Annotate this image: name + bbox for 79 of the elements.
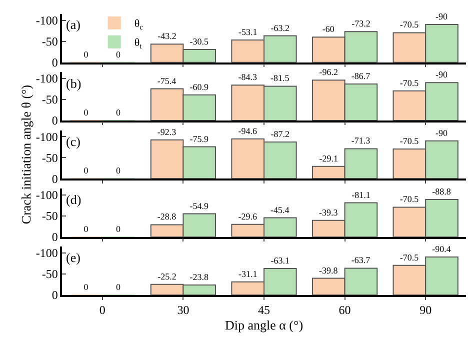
x-axis-title: Dip angle α (°) <box>224 317 304 332</box>
data-label: -29.1 <box>319 153 338 164</box>
chart-title: (a) <box>66 17 80 32</box>
data-label: 0 <box>116 107 122 118</box>
data-label: -75.9 <box>190 134 209 144</box>
y-tick-label: -100 <box>36 72 58 86</box>
y-axis-title: Crack initiation angle θ (°) <box>18 84 34 224</box>
data-label: -70.5 <box>400 20 420 30</box>
data-label: -63.2 <box>270 22 290 33</box>
legend-label: θ$_{t}$ <box>134 37 143 50</box>
data-label: -90 <box>436 128 448 138</box>
data-label: -90 <box>436 12 448 22</box>
data-label: -90.4 <box>432 244 452 254</box>
data-label: 0 <box>84 224 89 234</box>
y-tick-label: -100 <box>36 246 58 260</box>
data-label: -70.5 <box>400 252 420 262</box>
data-label: -81.1 <box>352 190 370 200</box>
x-tick-label: 0 <box>99 303 106 318</box>
y-tick-label: -50 <box>42 267 58 282</box>
y-tick-label: 0 <box>52 172 58 186</box>
y-tick-label: -100 <box>36 130 58 144</box>
data-label: -75.4 <box>157 76 177 86</box>
data-label: -81.5 <box>270 73 290 84</box>
data-label: -25.2 <box>158 271 176 282</box>
data-label: 0 <box>84 166 89 176</box>
data-label: -29.6 <box>238 211 258 222</box>
data-label: -70.5 <box>400 136 420 146</box>
chart-title: (e) <box>66 250 80 265</box>
data-label: -92.3 <box>157 126 177 137</box>
data-label: -87.2 <box>270 129 290 140</box>
data-label: -94.6 <box>238 126 258 136</box>
x-tick-label: 45 <box>258 303 270 318</box>
data-label: -63.1 <box>270 255 290 266</box>
data-label: -60.9 <box>190 82 209 92</box>
data-label: -31.1 <box>238 268 258 279</box>
data-label: -39.8 <box>319 265 338 276</box>
data-label: -28.8 <box>157 212 177 222</box>
data-label: -96.2 <box>319 67 338 78</box>
y-tick-label: 0 <box>52 114 58 128</box>
legend-label: θ$_{c}$ <box>134 18 144 32</box>
y-tick-label: 0 <box>52 230 58 244</box>
data-label: -43.2 <box>158 31 176 42</box>
data-label: 0 <box>84 107 89 118</box>
data-label: 0 <box>116 166 122 176</box>
data-label: -39.3 <box>319 207 338 218</box>
data-label: 0 <box>116 49 122 60</box>
y-tick-label: -100 <box>36 188 58 202</box>
y-tick-label: -50 <box>42 150 58 165</box>
data-label: -30.5 <box>190 36 209 47</box>
data-label: -45.4 <box>270 204 290 215</box>
data-label: -63.7 <box>351 255 371 266</box>
x-tick-label: 60 <box>338 303 351 318</box>
x-tick-label: 90 <box>420 303 432 318</box>
data-label: -88.8 <box>432 186 452 197</box>
data-label: -70.5 <box>400 194 420 204</box>
y-tick-label: -100 <box>36 14 58 28</box>
data-label: -70.5 <box>400 78 420 88</box>
data-label: -54.9 <box>190 200 209 211</box>
y-tick-label: 0 <box>52 56 58 70</box>
data-label: -86.7 <box>351 71 371 82</box>
chart-title: (d) <box>66 192 82 207</box>
data-label: -71.3 <box>351 136 371 146</box>
y-tick-label: -50 <box>42 209 58 224</box>
data-label: -60 <box>322 24 335 34</box>
y-tick-label: -50 <box>42 34 58 49</box>
data-label: -73.2 <box>352 18 370 29</box>
data-label: 0 <box>116 282 122 292</box>
data-label: 0 <box>116 224 122 234</box>
x-tick-label: 30 <box>177 303 190 318</box>
chart-title: (b) <box>66 76 82 91</box>
data-label: -84.3 <box>238 72 258 82</box>
data-label: -90 <box>436 70 448 80</box>
data-label: 0 <box>84 282 89 292</box>
data-label: -53.1 <box>238 27 258 38</box>
chart-title: (c) <box>66 134 80 149</box>
y-tick-label: -50 <box>42 92 58 107</box>
data-label: -23.8 <box>190 272 209 282</box>
y-tick-label: 0 <box>52 288 58 302</box>
data-label: 0 <box>84 49 89 60</box>
